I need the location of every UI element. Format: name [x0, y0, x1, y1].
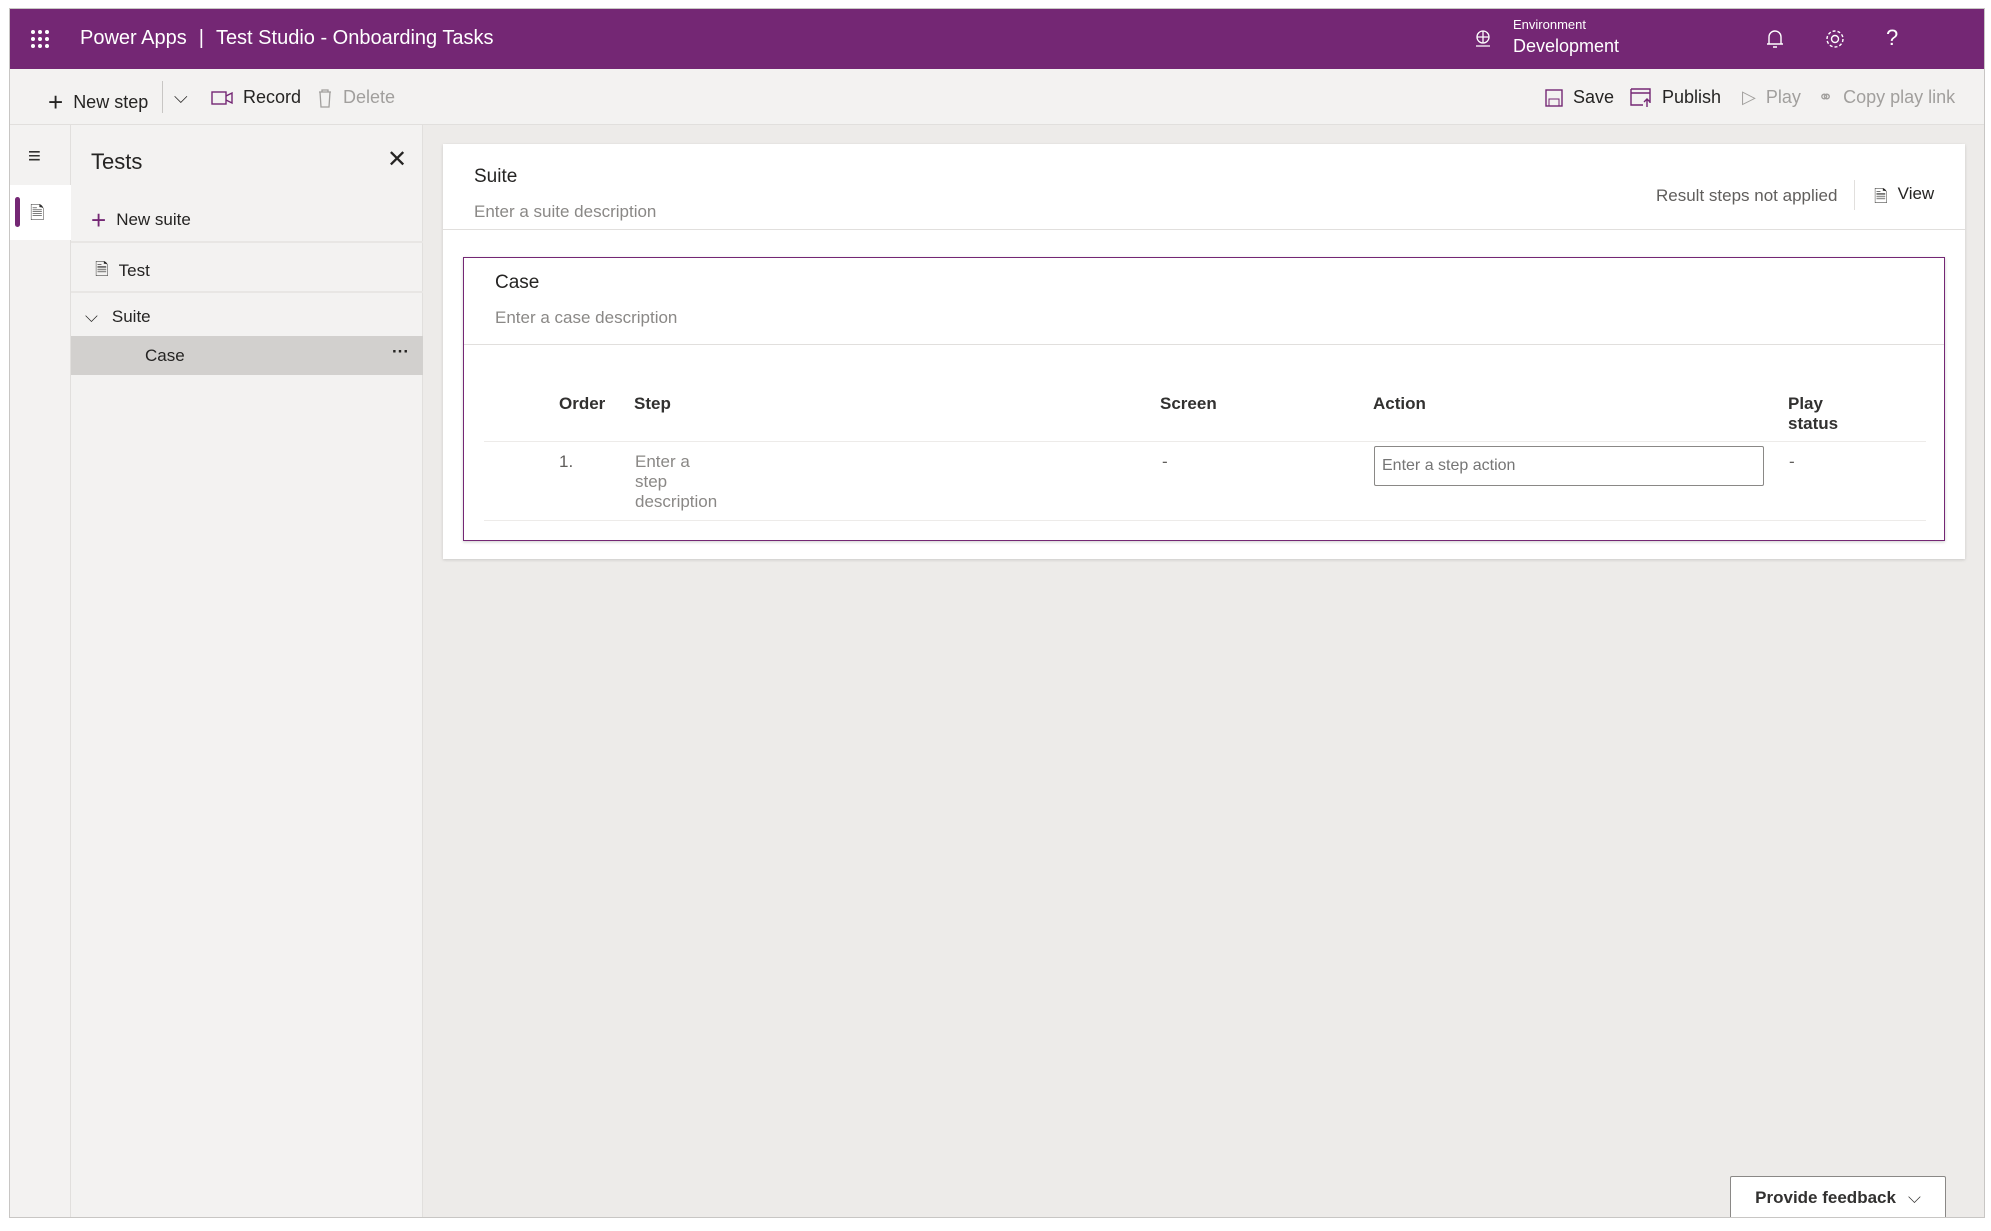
- column-header-screen: Screen: [1160, 394, 1217, 413]
- bell-icon[interactable]: [1765, 28, 1785, 50]
- link-icon: ⚭: [1818, 87, 1834, 107]
- tree-item-test[interactable]: 🗎 Test: [71, 251, 423, 291]
- command-bar: + New step ⌵ Record Delete Save Publish ▷…: [10, 69, 1984, 125]
- test-flask-icon: 🗎: [95, 259, 109, 279]
- view-label: View: [1897, 184, 1935, 203]
- plus-icon: +: [91, 204, 107, 235]
- column-header-order: Order: [559, 394, 606, 413]
- app-title: Test Studio - Onboarding Tasks: [215, 27, 494, 49]
- new-step-dropdown[interactable]: ⌵: [174, 87, 188, 108]
- test-flask-icon: 🗎: [30, 203, 45, 223]
- record-button[interactable]: Record: [211, 87, 301, 108]
- trash-icon: [319, 88, 331, 108]
- title-separator: |: [198, 27, 204, 49]
- active-indicator: [15, 197, 20, 227]
- chevron-down-icon[interactable]: ⌵: [85, 307, 98, 326]
- column-header-action: Action: [1373, 394, 1426, 413]
- column-header-step: Step: [634, 394, 671, 413]
- play-icon: ▷: [1742, 87, 1756, 107]
- publish-label: Publish: [1662, 87, 1722, 107]
- test-label: Test: [118, 261, 150, 280]
- divider: [1854, 180, 1855, 210]
- view-button[interactable]: 🗎 View: [1874, 184, 1934, 213]
- publish-button[interactable]: Publish: [1630, 87, 1721, 108]
- divider: [484, 520, 1926, 521]
- row-order: 1.: [559, 452, 574, 471]
- new-suite-label: New suite: [116, 210, 191, 229]
- divider: [484, 441, 1926, 442]
- app-window: Power Apps | Test Studio - Onboarding Ta…: [9, 8, 1985, 1218]
- publish-icon: [1630, 87, 1651, 107]
- help-icon[interactable]: ?: [1886, 25, 1899, 50]
- chevron-down-icon: ⌵: [174, 87, 188, 107]
- environment-picker[interactable]: Development: [1513, 36, 1620, 56]
- play-button[interactable]: ▷ Play: [1742, 87, 1801, 108]
- rail-item-tests[interactable]: 🗎: [10, 185, 71, 240]
- case-label: Case: [145, 345, 185, 365]
- panel-title: Tests: [91, 149, 143, 174]
- more-options-icon[interactable]: ···: [392, 342, 409, 361]
- new-step-button[interactable]: + New step: [48, 87, 148, 118]
- chevron-down-icon: ⌵: [1907, 1188, 1921, 1207]
- suite-description-input[interactable]: Enter a suite description: [474, 202, 657, 221]
- tests-panel: Tests ✕ + New suite 🗎 Test ⌵ Suite Case ···: [71, 125, 423, 1217]
- camera-icon: [211, 90, 233, 105]
- case-description-input[interactable]: Enter a case description: [495, 308, 678, 327]
- globe-icon: [1476, 30, 1490, 47]
- step-description-input[interactable]: Enter a step description: [635, 452, 718, 511]
- result-status: Result steps not applied: [1656, 186, 1838, 205]
- environment-label: Environment: [1513, 17, 1586, 32]
- suite-title[interactable]: Suite: [474, 166, 518, 187]
- app-header: Power Apps | Test Studio - Onboarding Ta…: [10, 9, 1984, 69]
- suite-label: Suite: [111, 307, 151, 326]
- case-title[interactable]: Case: [495, 272, 540, 293]
- play-label: Play: [1765, 87, 1801, 107]
- record-label: Record: [243, 87, 302, 107]
- plus-icon: +: [48, 87, 64, 117]
- column-header-play-status: Play status: [1788, 394, 1839, 433]
- suite-header: [443, 144, 1965, 230]
- suite-card: Suite Enter a suite description Result s…: [443, 144, 1965, 559]
- provide-feedback-button[interactable]: Provide feedback ⌵: [1730, 1176, 1946, 1217]
- hamburger-menu-icon[interactable]: ≡: [28, 143, 41, 168]
- copy-play-link-label: Copy play link: [1843, 87, 1956, 107]
- save-icon: [1545, 88, 1563, 107]
- new-suite-button[interactable]: + New suite: [71, 200, 423, 240]
- copy-play-link-button[interactable]: ⚭ Copy play link: [1818, 87, 1955, 108]
- delete-button[interactable]: Delete: [317, 87, 395, 108]
- divider: [162, 81, 163, 113]
- feedback-label: Provide feedback: [1755, 1188, 1896, 1207]
- row-play-status: -: [1789, 452, 1795, 471]
- gear-icon[interactable]: [1824, 28, 1846, 50]
- close-icon[interactable]: ✕: [387, 146, 408, 173]
- case-card: Case Enter a case description: [463, 257, 1945, 541]
- new-step-label: New step: [73, 92, 149, 112]
- row-screen: -: [1162, 452, 1168, 471]
- save-button[interactable]: Save: [1545, 87, 1614, 108]
- app-name[interactable]: Power Apps: [80, 27, 187, 49]
- step-action-input[interactable]: [1374, 446, 1764, 486]
- divider: [71, 291, 423, 293]
- left-rail: ≡ 🗎: [10, 125, 71, 1217]
- tree-item-suite[interactable]: ⌵ Suite: [71, 297, 423, 337]
- divider: [71, 241, 423, 243]
- save-label: Save: [1573, 87, 1615, 107]
- divider: [464, 344, 1944, 345]
- waffle-icon[interactable]: [30, 29, 50, 49]
- tree-item-case[interactable]: Case ···: [71, 336, 423, 375]
- test-flask-icon: 🗎: [1874, 187, 1888, 206]
- delete-label: Delete: [343, 87, 396, 107]
